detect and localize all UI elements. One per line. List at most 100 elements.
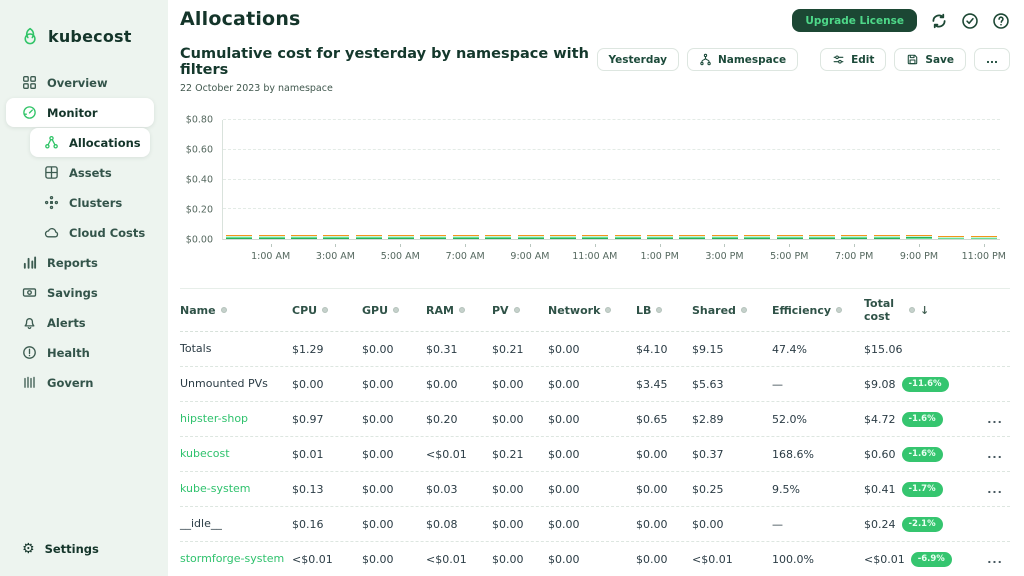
x-tick-mark — [724, 244, 726, 247]
check-circle-icon[interactable] — [961, 12, 979, 30]
x-tick-mark — [659, 244, 661, 247]
kubecost-logo[interactable]: kubecost — [0, 0, 168, 67]
chart-bar-8-am[interactable] — [482, 120, 514, 239]
sidebar-item-allocations[interactable]: Allocations — [30, 128, 150, 157]
x-tick-mark — [918, 244, 920, 247]
namespace-button[interactable]: Namespace — [686, 48, 799, 71]
chart-bar-2-pm[interactable] — [676, 120, 708, 239]
sidebar-item-health[interactable]: Health — [6, 338, 154, 367]
cell-shared: $0.00 — [692, 517, 724, 531]
column-header-pv[interactable]: PV — [492, 304, 548, 317]
chart-bar-11-pm[interactable] — [968, 120, 1000, 239]
chart-bar-5-am[interactable] — [385, 120, 417, 239]
column-header-network[interactable]: Network — [548, 304, 636, 317]
chart-bar-12-am[interactable] — [223, 120, 255, 239]
info-icon[interactable] — [656, 307, 663, 313]
column-header-ram[interactable]: RAM — [426, 304, 492, 317]
info-icon[interactable] — [458, 307, 465, 313]
info-icon[interactable] — [393, 307, 400, 313]
more-options-button[interactable]: ... — [974, 48, 1010, 71]
chart-bar-4-pm[interactable] — [741, 120, 773, 239]
x-tick-mark — [465, 244, 467, 247]
edit-button[interactable]: Edit — [820, 48, 887, 71]
column-header-efficiency[interactable]: Efficiency — [772, 304, 864, 317]
sidebar-item-clusters[interactable]: Clusters — [30, 188, 150, 217]
cell-efficiency: 100.0% — [772, 552, 814, 566]
chart-bar-3-am[interactable] — [320, 120, 352, 239]
bar-segment-pale — [938, 237, 965, 238]
bar-segment-pale — [420, 236, 447, 237]
info-icon[interactable] — [740, 307, 747, 313]
info-icon[interactable] — [605, 307, 612, 313]
chart-bar-6-am[interactable] — [417, 120, 449, 239]
chart-bar-1-pm[interactable] — [644, 120, 676, 239]
bell-icon — [22, 315, 37, 330]
cell-pv: $0.00 — [492, 552, 524, 566]
bar-segment-pale — [873, 236, 900, 237]
chart-bar-2-am[interactable] — [288, 120, 320, 239]
column-header-shared[interactable]: Shared — [692, 304, 772, 317]
chart-bar-11-am[interactable] — [579, 120, 611, 239]
sliders-icon — [832, 53, 845, 66]
sidebar-item-overview[interactable]: Overview — [6, 68, 154, 97]
bar-segment-orange — [323, 235, 350, 236]
sidebar-item-govern[interactable]: Govern — [6, 368, 154, 397]
upgrade-license-button[interactable]: Upgrade License — [792, 9, 917, 32]
cell-cpu: <$0.01 — [292, 552, 333, 566]
bar-segment-pale — [226, 236, 253, 237]
bar-segment-dark — [906, 237, 932, 238]
chart-bar-4-am[interactable] — [353, 120, 385, 239]
chart-bar-8-pm[interactable] — [871, 120, 903, 239]
info-icon[interactable] — [322, 307, 329, 313]
chart-bar-10-pm[interactable] — [935, 120, 967, 239]
cost-change-badge: -1.7% — [901, 481, 943, 497]
chart-bar-7-am[interactable] — [450, 120, 482, 239]
sidebar-item-monitor[interactable]: Monitor — [6, 98, 154, 127]
chart-bar-12-pm[interactable] — [612, 120, 644, 239]
sidebar-item-alerts[interactable]: Alerts — [6, 308, 154, 337]
sidebar-item-reports[interactable]: Reports — [6, 248, 154, 277]
sidebar-item-settings[interactable]: ⚙ Settings — [0, 542, 168, 576]
bar-segment-light — [485, 237, 512, 238]
chart-bar-1-am[interactable] — [255, 120, 287, 239]
column-header-lb[interactable]: LB — [636, 304, 692, 317]
row-menu-button[interactable]: ... — [987, 412, 1003, 426]
cell-name: __idle__ — [180, 516, 222, 530]
save-button[interactable]: Save — [894, 48, 967, 71]
info-icon[interactable] — [513, 307, 520, 313]
info-icon[interactable] — [836, 307, 843, 313]
column-header-cpu[interactable]: CPU — [292, 304, 362, 317]
namespace-link[interactable]: stormforge-system — [180, 551, 285, 565]
sidebar-item-cloud-costs[interactable]: Cloud Costs — [30, 218, 150, 247]
chart-bar-9-am[interactable] — [514, 120, 546, 239]
sort-desc-icon[interactable]: ↓ — [920, 303, 930, 317]
chart-bar-3-pm[interactable] — [709, 120, 741, 239]
bar-segment-dark — [420, 238, 447, 239]
column-header-name[interactable]: Name — [180, 304, 292, 317]
refresh-icon[interactable] — [930, 12, 948, 30]
row-menu-button[interactable]: ... — [987, 552, 1003, 566]
namespace-link[interactable]: kube-system — [180, 481, 251, 495]
column-header-total[interactable]: Total cost ↓ — [864, 297, 980, 323]
help-icon[interactable] — [992, 12, 1010, 30]
sidebar-item-assets[interactable]: Assets — [30, 158, 150, 187]
bar-segment-pale — [290, 236, 317, 237]
info-icon[interactable] — [909, 307, 915, 313]
yesterday-button[interactable]: Yesterday — [596, 48, 679, 71]
chart-bar-6-pm[interactable] — [806, 120, 838, 239]
x-tick-label: 11:00 AM — [572, 251, 618, 262]
column-header-gpu[interactable]: GPU — [362, 304, 426, 317]
namespace-link[interactable]: hipster-shop — [180, 411, 249, 425]
x-tick-label: 5:00 AM — [380, 251, 420, 262]
chart-bar-9-pm[interactable] — [903, 120, 935, 239]
namespace-link[interactable]: kubecost — [180, 446, 230, 460]
row-menu-button[interactable]: ... — [987, 482, 1003, 496]
info-icon[interactable] — [220, 307, 227, 313]
chart-bar-10-am[interactable] — [547, 120, 579, 239]
sidebar-item-savings[interactable]: Savings — [6, 278, 154, 307]
x-tick-mark — [854, 244, 856, 247]
row-menu-button[interactable]: ... — [987, 447, 1003, 461]
chart-bar-5-pm[interactable] — [773, 120, 805, 239]
chart-bar-7-pm[interactable] — [838, 120, 870, 239]
x-tick-mark — [270, 244, 272, 247]
